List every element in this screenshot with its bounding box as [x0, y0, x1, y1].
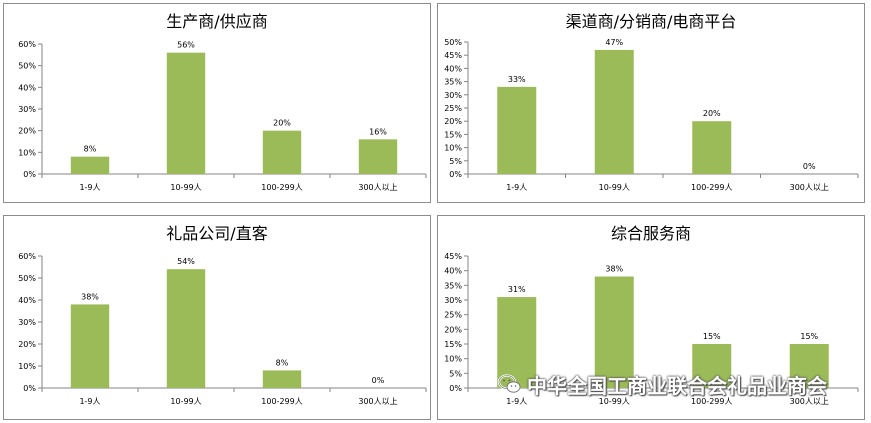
data-label: 38%	[605, 265, 623, 274]
x-tick-label: 100-299人	[691, 183, 732, 192]
y-tick-label: 25%	[444, 104, 462, 113]
y-tick-label: 0%	[23, 170, 36, 179]
y-tick-label: 50%	[444, 38, 462, 47]
x-tick-label: 1-9人	[506, 397, 527, 406]
chart-title: 生产商/供应商	[166, 12, 267, 31]
y-tick-label: 20%	[18, 340, 36, 349]
data-label: 56%	[177, 41, 195, 50]
y-tick-label: 25%	[444, 311, 462, 320]
x-tick-label: 1-9人	[79, 183, 100, 192]
x-tick-label: 100-299人	[691, 397, 732, 406]
watermark: 中华全国工商业联合会礼品业商会	[497, 371, 827, 398]
bar	[594, 49, 634, 174]
y-tick-label: 30%	[444, 296, 462, 305]
y-tick-label: 15%	[444, 130, 462, 139]
x-tick-label: 10-99人	[170, 397, 201, 406]
y-tick-label: 30%	[18, 318, 36, 327]
y-tick-label: 10%	[18, 148, 36, 157]
x-tick-label: 10-99人	[599, 183, 630, 192]
y-tick-label: 40%	[18, 83, 36, 92]
data-label: 54%	[177, 257, 195, 266]
y-tick-label: 45%	[444, 252, 462, 261]
bar	[497, 297, 537, 388]
x-tick-label: 100-299人	[261, 183, 302, 192]
chart-title: 综合服务商	[611, 224, 691, 243]
data-label: 38%	[81, 292, 99, 301]
y-tick-label: 15%	[444, 340, 462, 349]
bar	[166, 269, 206, 388]
y-tick-label: 30%	[18, 105, 36, 114]
bar	[594, 276, 634, 388]
y-tick-label: 45%	[444, 51, 462, 60]
data-label: 8%	[84, 145, 97, 154]
y-tick-label: 35%	[444, 281, 462, 290]
bar	[789, 344, 829, 388]
bar	[692, 121, 732, 174]
data-label: 0%	[372, 376, 385, 385]
x-tick-label: 10-99人	[170, 183, 201, 192]
bar	[358, 139, 398, 174]
x-tick-label: 10-99人	[599, 397, 630, 406]
y-tick-label: 5%	[449, 157, 462, 166]
data-label: 0%	[803, 162, 816, 171]
bar	[262, 130, 302, 174]
chart-panel-gift-company: 礼品公司/直客 0% 10% 20% 30% 40% 50% 60% 38% 1-9人 54% 10-…	[3, 215, 431, 420]
x-tick-label: 300人以上	[790, 183, 829, 192]
x-tick-label: 300人以上	[790, 397, 829, 406]
y-tick-label: 10%	[444, 144, 462, 153]
data-label: 15%	[800, 332, 818, 341]
data-label: 33%	[508, 75, 526, 84]
bar	[70, 304, 110, 388]
y-tick-label: 40%	[444, 64, 462, 73]
x-tick-label: 100-299人	[261, 397, 302, 406]
y-tick-label: 20%	[444, 325, 462, 334]
y-tick-label: 60%	[18, 252, 36, 261]
x-tick-label: 1-9人	[79, 397, 100, 406]
data-label: 20%	[273, 119, 291, 128]
chart-title: 渠道商/分销商/电商平台	[566, 12, 737, 31]
chart-panel-producer: 生产商/供应商 0% 10% 20% 30% 40% 50% 60% 8% 1-9人 56% 10-9…	[3, 3, 431, 203]
y-tick-label: 40%	[444, 267, 462, 276]
data-label: 31%	[508, 285, 526, 294]
chart-gift-company: 礼品公司/直客 0% 10% 20% 30% 40% 50% 60% 38% 1-9人 54% 10-…	[18, 224, 427, 406]
data-label: 15%	[703, 332, 721, 341]
wechat-icon	[497, 374, 521, 393]
y-tick-label: 5%	[449, 369, 462, 378]
y-tick-label: 50%	[18, 274, 36, 283]
y-tick-label: 50%	[18, 62, 36, 71]
chart-panel-channel: 渠道商/分销商/电商平台 0% 5% 10% 15% 20% 25% 30% 35% 40% 45%…	[437, 3, 865, 203]
data-label: 47%	[605, 38, 623, 47]
chart-channel: 渠道商/分销商/电商平台 0% 5% 10% 15% 20% 25% 30% 35% 40% 45%…	[444, 12, 859, 192]
y-tick-label: 0%	[449, 170, 462, 179]
y-tick-label: 10%	[18, 362, 36, 371]
bar	[70, 156, 110, 174]
x-tick-label: 300人以上	[358, 183, 397, 192]
data-label: 8%	[276, 358, 289, 367]
bar	[692, 344, 732, 388]
bar	[166, 52, 206, 174]
watermark-text: 中华全国工商业联合会礼品业商会	[527, 373, 827, 398]
x-tick-label: 300人以上	[358, 397, 397, 406]
y-tick-label: 0%	[449, 384, 462, 393]
chart-service: 综合服务商 0% 5% 10% 15% 20% 25% 30% 35% 40% 45% 31% 1-9人…	[444, 224, 859, 406]
y-tick-label: 0%	[23, 384, 36, 393]
chart-title: 礼品公司/直客	[166, 224, 267, 243]
x-tick-label: 1-9人	[506, 183, 527, 192]
y-tick-label: 35%	[444, 78, 462, 87]
y-tick-label: 30%	[444, 91, 462, 100]
y-tick-label: 40%	[18, 296, 36, 305]
bar	[262, 370, 302, 388]
chart-producer: 生产商/供应商 0% 10% 20% 30% 40% 50% 60% 8% 1-9人 56% 10-9…	[18, 12, 427, 192]
data-label: 16%	[369, 127, 387, 136]
y-tick-label: 60%	[18, 40, 36, 49]
y-tick-label: 20%	[444, 117, 462, 126]
bar	[497, 86, 537, 174]
y-tick-label: 10%	[444, 355, 462, 364]
y-tick-label: 20%	[18, 127, 36, 136]
data-label: 20%	[703, 109, 721, 118]
